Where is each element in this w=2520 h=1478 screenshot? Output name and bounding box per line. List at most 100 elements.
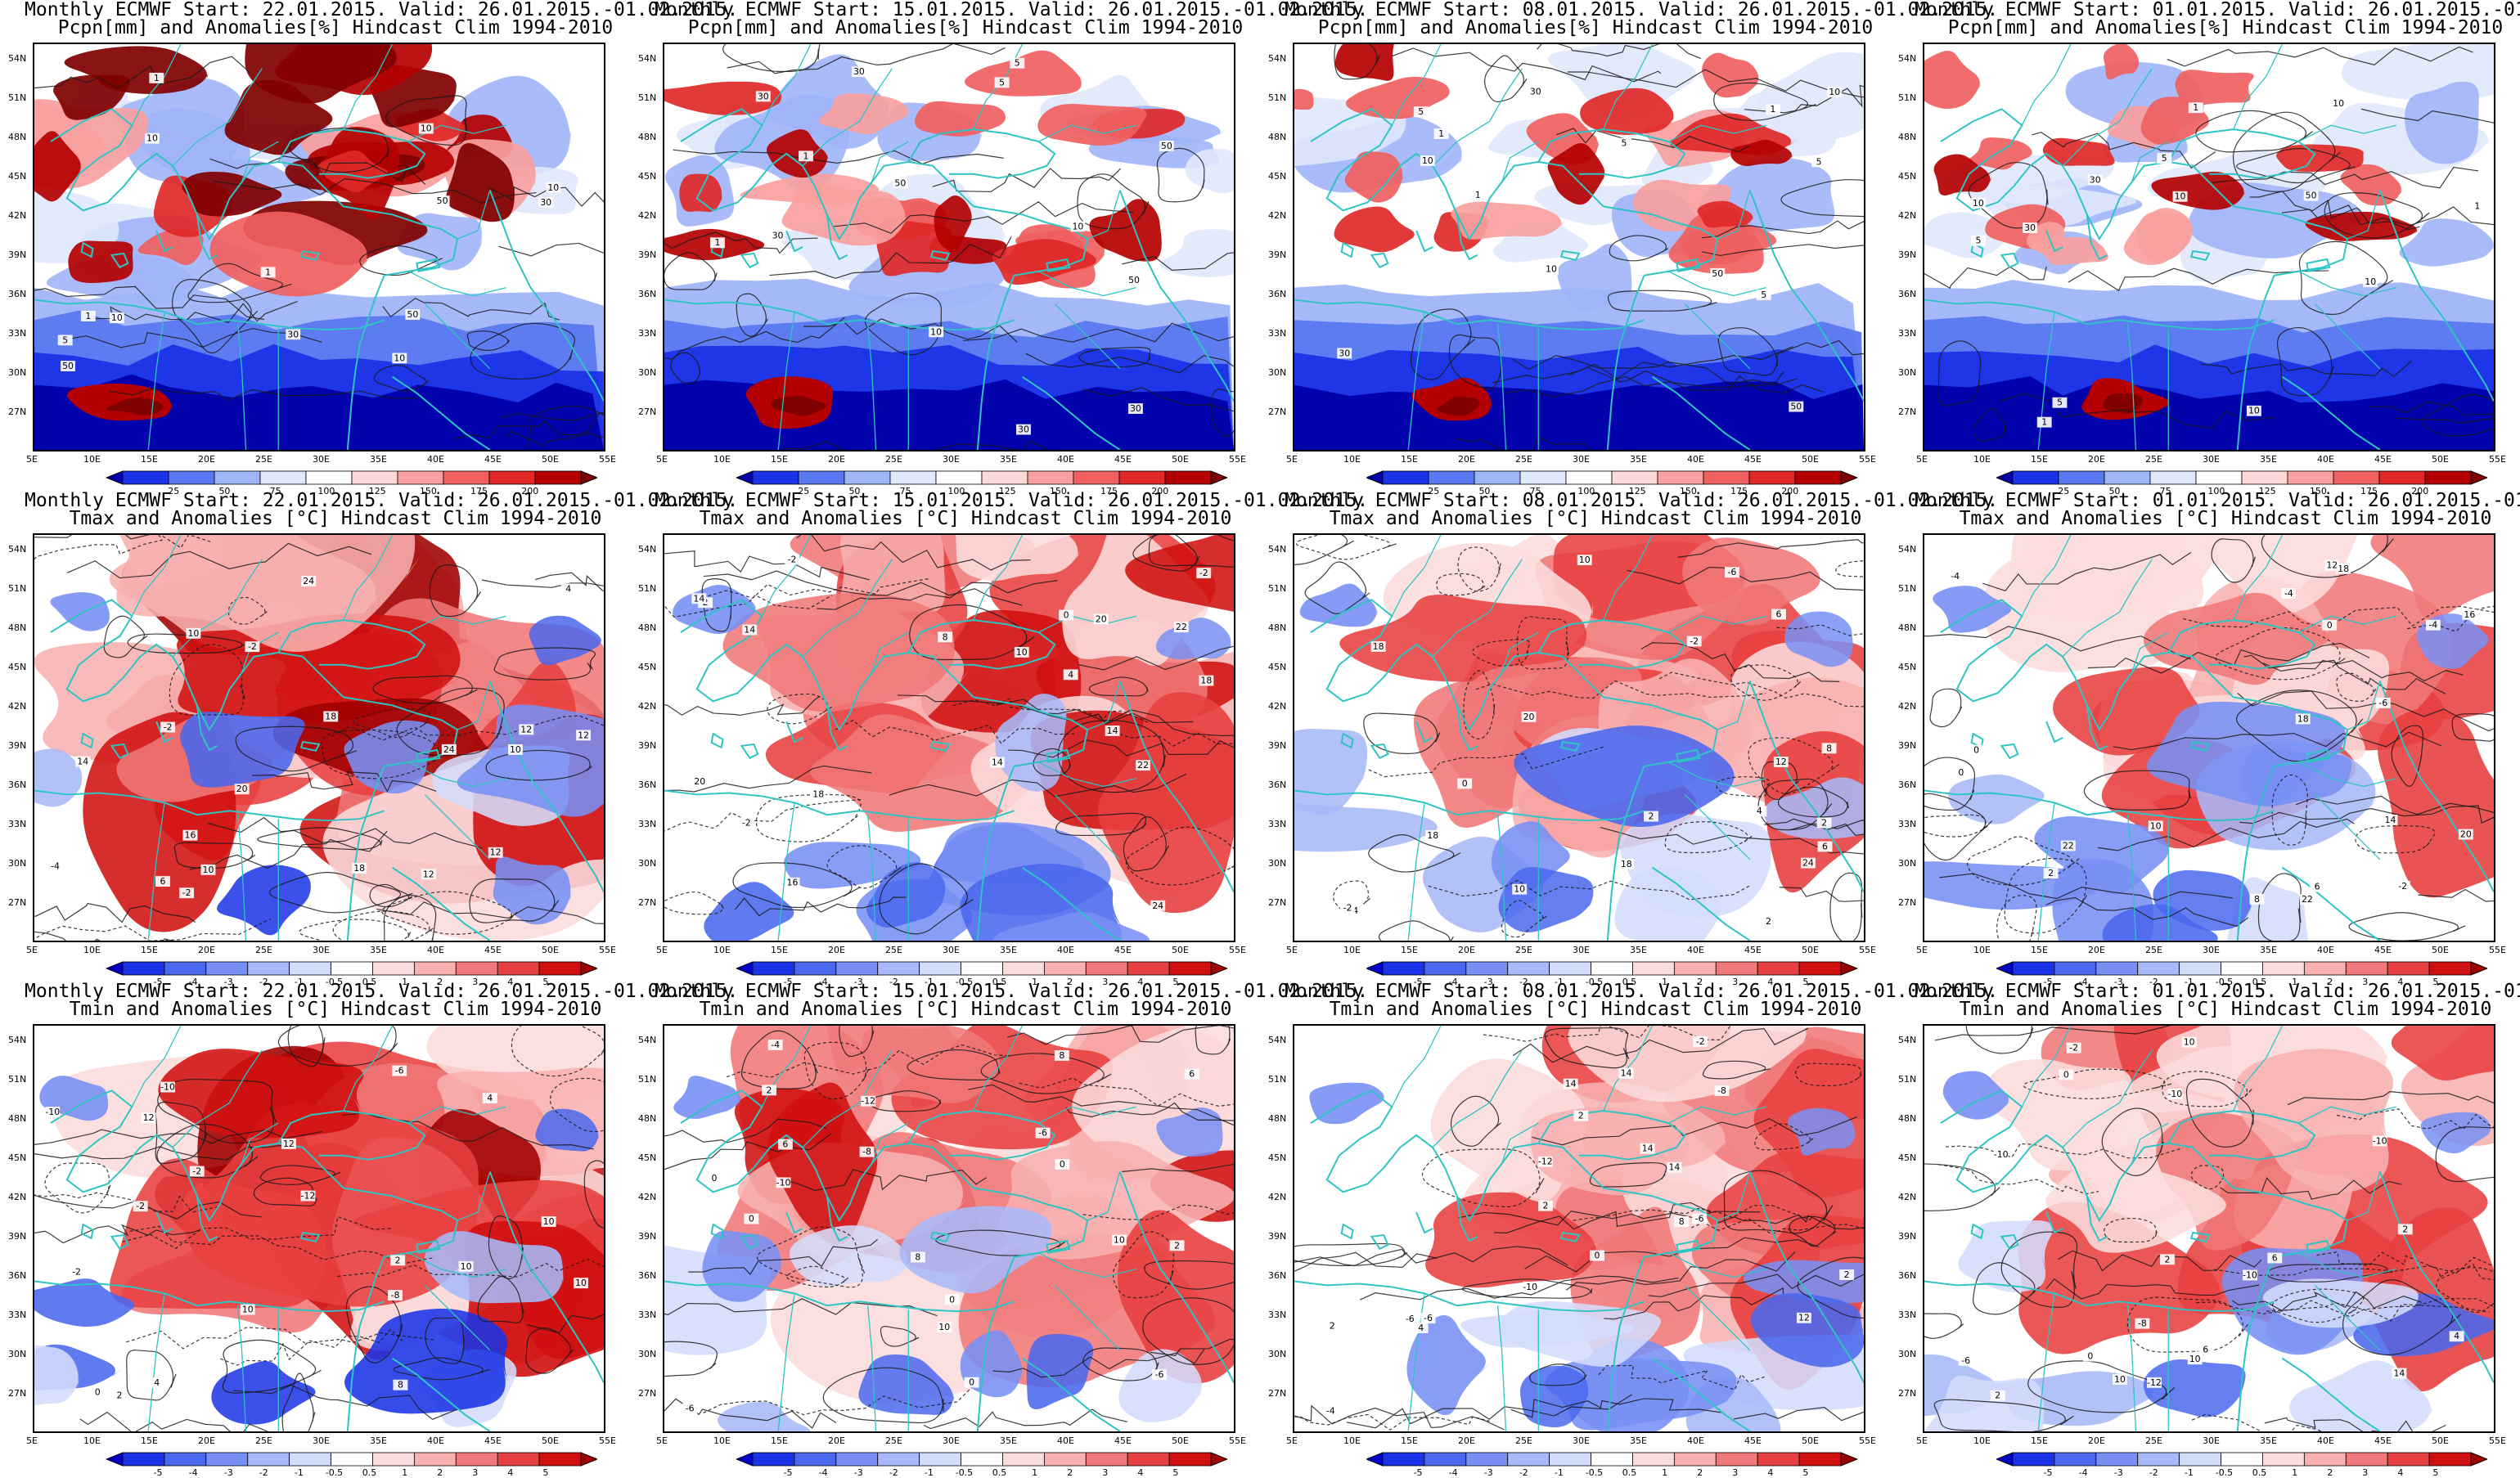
lat-tick-label: 54N [638, 53, 657, 64]
contour-label: -2 [1199, 568, 1208, 578]
colorbar-tick-label: 1 [402, 1467, 408, 1478]
colorbar-tick-label: 0.5 [1622, 1467, 1637, 1478]
colorbar-tick-label: 125 [2258, 486, 2276, 496]
lon-tick-label: 30E [313, 1435, 330, 1446]
colorbar-swatch [1703, 470, 1750, 485]
contour-label: 2 [395, 1255, 401, 1265]
lon-tick-label: 45E [1744, 454, 1762, 465]
coastline-layer [1924, 1026, 2494, 1431]
coastline-layer [1294, 535, 1864, 941]
lat-tick-label: 39N [8, 740, 27, 751]
colorbar-tick-label: 150 [1679, 486, 1697, 496]
lon-tick-label: 45E [1114, 1435, 1132, 1446]
panel-title-line2: Pcpn[mm] and Anomalies[%] Hindcast Clim … [1317, 17, 1874, 38]
lon-tick-label: 35E [1630, 945, 1647, 955]
contour-label: 1 [265, 267, 271, 277]
contour-label: -2 [248, 641, 257, 652]
contour-label: -12 [301, 1191, 316, 1202]
contour-label: 14 [1565, 1079, 1577, 1089]
contour-label: 5 [1015, 58, 1020, 69]
panel-tmax-1: Monthly ECMWF Start: 22.01.2015. Valid: … [8, 491, 738, 987]
panel-title-line2: Tmax and Anomalies [°C] Hindcast Clim 19… [699, 508, 1232, 529]
lat-tick-label: 42N [638, 1192, 657, 1202]
contour-label: 0 [1064, 610, 1069, 621]
colorbar-tick-label: 3 [1102, 1467, 1109, 1478]
contour-label: 30 [287, 329, 299, 339]
colorbar-swatch [122, 470, 169, 485]
colorbar-tick-label: 200 [1151, 486, 1169, 496]
contour-label: 10 [1546, 264, 1557, 275]
colorbar-swatch [1073, 470, 1120, 485]
lon-tick-label: 25E [255, 1435, 272, 1446]
lat-tick-label: 42N [8, 1192, 27, 1202]
colorbar-tick-label: -0.5 [325, 977, 344, 987]
lon-tick-label: 35E [370, 454, 387, 465]
colorbar-swatch [1168, 1452, 1212, 1467]
lat-tick-label: 54N [1898, 544, 1917, 555]
colorbar-swatch [1715, 961, 1758, 976]
colorbar-swatch [1794, 470, 1842, 485]
colorbar-swatch [2012, 961, 2055, 976]
colorbar-swatch [538, 961, 582, 976]
lat-tick-label: 48N [638, 1113, 657, 1124]
lon-tick-label: 55E [599, 1435, 616, 1446]
panel-title-line1: Monthly ECMWF Start: 22.01.2015. Valid: … [25, 490, 739, 511]
lat-tick-label: 39N [638, 249, 657, 260]
contour-label: 24 [1152, 901, 1163, 911]
lon-tick-label: 50E [1802, 945, 1819, 955]
contour-label: 14 [744, 624, 755, 635]
colorbar-swatch [455, 961, 498, 976]
colorbar-swatch [372, 1452, 415, 1467]
lat-tick-label: 54N [1898, 1035, 1917, 1045]
contour-label: -2 [2069, 1043, 2078, 1053]
lon-tick-label: 10E [83, 945, 101, 955]
colorbar-arrow-low [735, 470, 754, 485]
lat-tick-label: 45N [1898, 662, 1917, 672]
lat-tick-label: 27N [638, 897, 657, 908]
contour-label: -4 [2284, 588, 2293, 599]
colorbar-swatch [1002, 961, 1045, 976]
contour-label: 20 [1096, 613, 1107, 624]
contour-label: 30 [758, 91, 769, 101]
lat-tick-label: 30N [638, 367, 657, 378]
colorbar-swatch [2428, 961, 2472, 976]
contour-label: 1 [1438, 128, 1444, 139]
map-canvas: 1 1 10 30 5 5 10 10 5 30 50 10 1 10 [1924, 44, 2494, 450]
lat-tick-label: 45N [8, 662, 27, 672]
colorbar-swatch [1507, 961, 1550, 976]
colorbar-swatch [1382, 1452, 1425, 1467]
colorbar-tick-label: 0.5 [2252, 1467, 2267, 1478]
colorbar-tick-label: 0.5 [2252, 977, 2267, 987]
contour-label: 10 [2189, 1354, 2201, 1364]
colorbar-tick-label: 1 [1662, 977, 1668, 987]
contour-label: 4 [1068, 669, 1073, 680]
contour-label: 14 [693, 593, 704, 604]
colorbar-swatch [2241, 470, 2288, 485]
colorbar-swatch [2012, 1452, 2055, 1467]
colorbar-tick-label: -1 [924, 1467, 934, 1478]
lon-tick-label: 25E [1515, 1435, 1532, 1446]
lat-tick-label: 30N [1898, 367, 1917, 378]
contour-label: 6 [1776, 609, 1782, 619]
colorbar-swatch [534, 470, 582, 485]
contour-label: 4 [154, 1377, 160, 1388]
lon-tick-label: 10E [1343, 1435, 1361, 1446]
lat-tick-label: 36N [8, 1270, 27, 1281]
lon-tick-label: 55E [1859, 1435, 1876, 1446]
panel-title-line2: Tmax and Anomalies [°C] Hindcast Clim 19… [69, 508, 602, 529]
contour-label: 8 [1826, 743, 1832, 753]
colorbar-tick-label: 1 [1032, 1467, 1038, 1478]
colorbar-arrow-low [1365, 470, 1384, 485]
contour-label: -8 [862, 1147, 871, 1157]
colorbar-tick-label: 2 [437, 1467, 443, 1478]
colorbar-swatch [2221, 1452, 2263, 1467]
colorbar-tick-label: 4 [2397, 977, 2404, 987]
contour-label: -6 [1038, 1128, 1047, 1139]
lat-tick-label: 27N [1268, 407, 1287, 417]
lat-tick-label: 54N [1898, 53, 1917, 64]
lon-tick-label: 15E [1401, 454, 1418, 465]
contour-label: 22 [1176, 622, 1187, 632]
contour-label: 2 [1648, 811, 1654, 822]
contour-label: -6 [1424, 1313, 1433, 1323]
contour-label: 1 [1475, 190, 1481, 200]
